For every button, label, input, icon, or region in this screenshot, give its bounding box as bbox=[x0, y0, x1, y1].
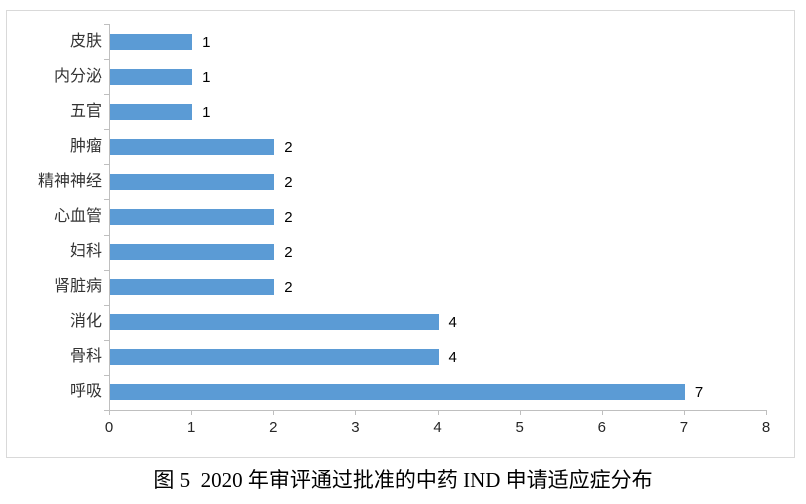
value-label: 2 bbox=[284, 138, 293, 156]
y-axis-tick bbox=[104, 59, 109, 61]
x-axis-tick-label: 3 bbox=[351, 419, 360, 436]
x-axis-tick bbox=[273, 411, 275, 415]
category-label: 心血管 bbox=[53, 208, 102, 225]
bar bbox=[110, 384, 685, 401]
y-axis-tick bbox=[104, 374, 109, 376]
value-label: 7 bbox=[694, 384, 704, 402]
value-label: 4 bbox=[448, 314, 457, 332]
bar bbox=[110, 103, 193, 120]
y-axis-tick bbox=[104, 410, 109, 411]
value-label: 1 bbox=[202, 68, 211, 86]
y-axis-line bbox=[109, 24, 110, 410]
bar bbox=[110, 33, 193, 50]
value-label: 4 bbox=[448, 349, 457, 367]
figure-caption: 图 5 2020 年审评通过批准的中药 IND 申请适应症分布 bbox=[153, 468, 653, 492]
x-axis-tick-label: 4 bbox=[433, 419, 442, 436]
x-axis-tick bbox=[766, 411, 767, 415]
bar bbox=[110, 209, 275, 225]
category-label: 消化 bbox=[69, 313, 102, 331]
bar bbox=[110, 68, 193, 85]
category-label: 五官 bbox=[69, 102, 102, 120]
y-axis-tick bbox=[104, 199, 109, 201]
x-axis-tick-label: 2 bbox=[269, 419, 278, 436]
bar bbox=[110, 138, 275, 155]
x-axis-tick bbox=[683, 411, 685, 415]
y-axis-tick bbox=[104, 94, 109, 96]
value-label: 1 bbox=[202, 33, 211, 51]
bar bbox=[110, 314, 439, 331]
x-axis-tick bbox=[519, 411, 521, 415]
category-label: 骨科 bbox=[69, 348, 102, 366]
value-label: 2 bbox=[284, 209, 293, 226]
x-axis-tick-label: 8 bbox=[761, 419, 771, 436]
y-axis-tick bbox=[104, 234, 109, 236]
y-axis-tick bbox=[104, 24, 109, 25]
bar bbox=[110, 349, 439, 366]
x-axis-tick-label: 5 bbox=[515, 419, 524, 436]
y-axis-tick bbox=[104, 269, 109, 271]
y-axis-tick bbox=[104, 339, 109, 341]
category-label: 精神神经 bbox=[37, 172, 102, 190]
chart-border bbox=[6, 10, 795, 458]
x-axis-tick bbox=[109, 411, 110, 415]
bar bbox=[110, 279, 275, 296]
x-axis-tick bbox=[191, 411, 193, 415]
value-label: 2 bbox=[284, 173, 293, 191]
x-axis-tick-label: 1 bbox=[186, 419, 196, 436]
bar bbox=[110, 173, 275, 190]
category-label: 内分泌 bbox=[53, 67, 102, 85]
y-axis-tick bbox=[104, 164, 109, 166]
x-axis-tick-label: 7 bbox=[679, 419, 689, 436]
category-label: 皮肤 bbox=[69, 32, 102, 50]
y-axis-tick bbox=[104, 129, 109, 131]
category-label: 肾脏病 bbox=[53, 278, 102, 296]
x-axis-tick bbox=[601, 411, 603, 415]
y-axis-tick bbox=[104, 304, 109, 306]
category-label: 呼吸 bbox=[69, 383, 102, 401]
category-label: 妇科 bbox=[69, 243, 102, 261]
value-label: 2 bbox=[284, 279, 293, 297]
value-label: 1 bbox=[202, 103, 211, 121]
category-label: 肿瘤 bbox=[69, 137, 102, 155]
x-axis-line bbox=[109, 410, 767, 411]
x-axis-tick-label: 0 bbox=[104, 419, 114, 436]
x-axis-tick bbox=[437, 411, 439, 415]
x-axis-tick bbox=[355, 411, 357, 415]
bar bbox=[110, 244, 275, 261]
x-axis-tick-label: 6 bbox=[597, 419, 606, 436]
value-label: 2 bbox=[284, 244, 293, 262]
